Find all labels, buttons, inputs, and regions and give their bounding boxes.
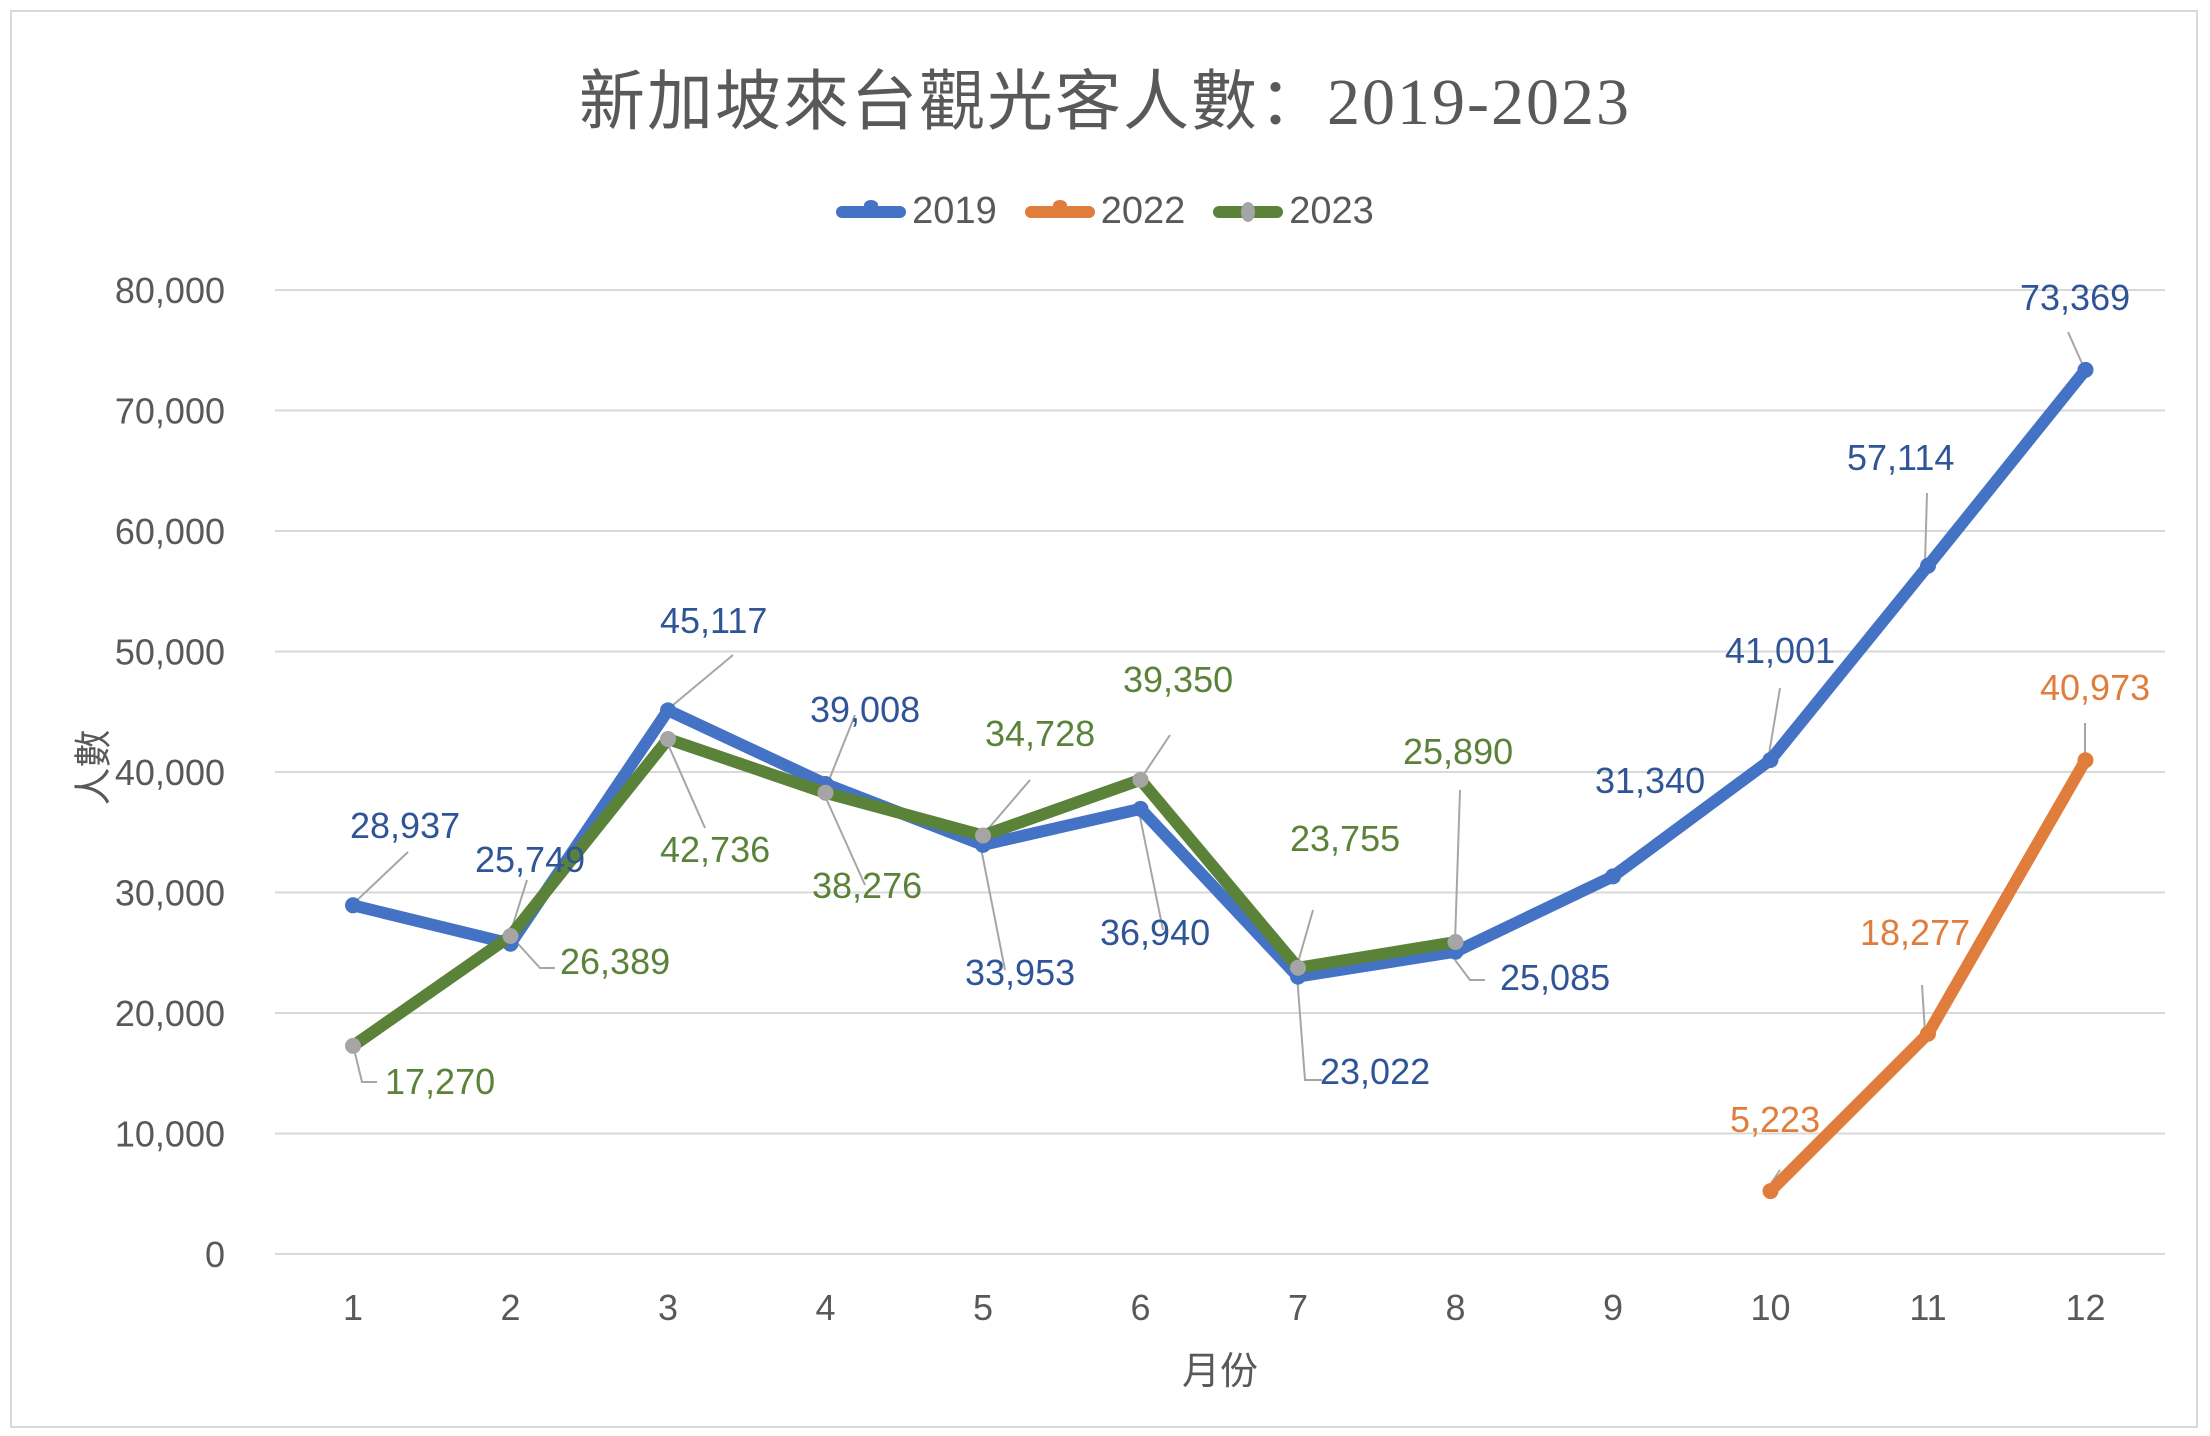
legend-line-icon (1213, 201, 1284, 222)
data-label-2019: 33,953 (965, 952, 1075, 993)
x-tick-label: 1 (343, 1287, 363, 1328)
series-line-2019 (347, 363, 2092, 983)
x-tick-label: 6 (1130, 1287, 1150, 1328)
data-point-marker[interactable] (345, 897, 361, 914)
data-label-2019: 39,008 (810, 689, 920, 730)
data-label-2023: 38,276 (812, 865, 922, 906)
label-leader-line (1136, 801, 1164, 931)
data-label-2019: 41,001 (1725, 630, 1835, 671)
legend-item-2022[interactable]: 2022 (1024, 190, 1186, 233)
y-tick-label: 20,000 (115, 993, 225, 1034)
y-tick-label: 10,000 (115, 1114, 225, 1155)
data-label-2019: 45,117 (660, 600, 767, 641)
data-point-marker[interactable] (1920, 1025, 1936, 1042)
label-leader-line (981, 779, 1031, 837)
legend-item-2019[interactable]: 2019 (836, 190, 997, 233)
label-leader-line (1767, 687, 1781, 761)
y-tick-label: 60,000 (115, 511, 225, 552)
x-tick-label: 11 (1909, 1287, 1946, 1328)
label-leader-line (352, 1044, 377, 1083)
legend: 2019 2022 2023 (0, 190, 2210, 233)
data-label-2023: 25,890 (1403, 731, 1513, 772)
series-line-2023 (347, 733, 1462, 1052)
data-point-marker[interactable] (345, 1037, 361, 1054)
legend-line-icon (1024, 199, 1095, 218)
x-tick-label: 9 (1603, 1287, 1623, 1328)
label-leader-line (1139, 734, 1171, 781)
data-label-2019: 25,749 (475, 839, 585, 880)
data-point-marker[interactable] (1290, 959, 1306, 976)
x-tick-label: 10 (1750, 1287, 1790, 1328)
data-label-2019: 31,340 (1595, 760, 1705, 801)
data-label-2019: 57,114 (1847, 437, 1954, 478)
legend-label: 2022 (1100, 190, 1186, 232)
data-point-marker[interactable] (975, 827, 991, 844)
data-label-2022: 5,223 (1730, 1099, 1820, 1140)
data-label-2022: 18,277 (1860, 912, 1970, 953)
y-tick-label: 40,000 (115, 752, 225, 793)
label-leader-line (1296, 909, 1314, 967)
x-tick-label: 8 (1445, 1287, 1465, 1328)
data-label-2019: 73,369 (2020, 277, 2130, 318)
x-tick-label: 5 (973, 1287, 993, 1328)
label-leader-line (1921, 984, 1926, 1033)
label-leader-line (509, 934, 555, 969)
data-point-marker[interactable] (1132, 771, 1149, 788)
data-point-marker[interactable] (1762, 1183, 1779, 1200)
data-point-marker[interactable] (2077, 361, 2094, 378)
data-label-2019: 25,085 (1500, 957, 1610, 998)
x-axis-title: 月份 (1181, 1351, 1258, 1393)
label-leader-line (1454, 959, 1485, 981)
data-label-2023: 26,389 (560, 941, 670, 982)
data-point-marker[interactable] (502, 928, 519, 945)
x-tick-label: 3 (658, 1287, 678, 1328)
x-tick-label: 2 (500, 1287, 520, 1328)
data-point-marker[interactable] (1605, 868, 1621, 885)
data-point-marker[interactable] (2077, 752, 2094, 769)
y-tick-label: 80,000 (115, 270, 225, 311)
data-label-2022: 40,973 (2040, 667, 2150, 708)
data-label-2023: 17,270 (385, 1061, 495, 1102)
label-leader-line (352, 851, 409, 905)
label-leader-line (824, 795, 866, 886)
chart-frame (10, 10, 2198, 1428)
data-label-2023: 42,736 (660, 829, 770, 870)
label-leader-line (1454, 789, 1461, 943)
data-label-2019: 36,940 (1100, 912, 1210, 953)
data-point-marker[interactable] (660, 731, 676, 748)
label-leader-line (666, 741, 706, 829)
data-label-2019: 23,022 (1320, 1051, 1430, 1092)
data-point-marker[interactable] (660, 702, 676, 719)
legend-line-icon (836, 199, 907, 218)
label-leader-line (1924, 492, 1928, 564)
data-label-2019: 28,937 (350, 805, 460, 846)
chart-title: 新加坡來台觀光客人數：2019-2023 (579, 66, 1631, 139)
label-leader-line (979, 842, 1006, 971)
y-tick-label: 70,000 (115, 391, 225, 432)
data-point-marker[interactable] (817, 784, 834, 801)
x-tick-label: 7 (1288, 1287, 1308, 1328)
data-point-marker[interactable] (1132, 800, 1149, 817)
x-tick-label: 4 (815, 1287, 835, 1328)
data-point-marker[interactable] (1762, 751, 1779, 768)
y-tick-label: 50,000 (115, 632, 225, 673)
data-label-2023: 39,350 (1123, 659, 1233, 700)
label-leader-line (1296, 974, 1322, 1081)
legend-item-2023[interactable]: 2023 (1213, 190, 1374, 233)
data-label-2023: 34,728 (985, 713, 1095, 754)
x-tick-label: 12 (2065, 1287, 2105, 1328)
data-point-marker[interactable] (1920, 557, 1936, 574)
data-point-marker[interactable] (1447, 934, 1464, 951)
y-tick-label: 30,000 (115, 873, 225, 914)
data-label-2023: 23,755 (1290, 818, 1400, 859)
legend-label: 2023 (1289, 190, 1374, 232)
y-tick-label: 0 (205, 1234, 225, 1275)
legend-label: 2019 (912, 190, 997, 232)
label-leader-line (666, 654, 734, 711)
y-axis-title: 人數 (73, 729, 116, 806)
